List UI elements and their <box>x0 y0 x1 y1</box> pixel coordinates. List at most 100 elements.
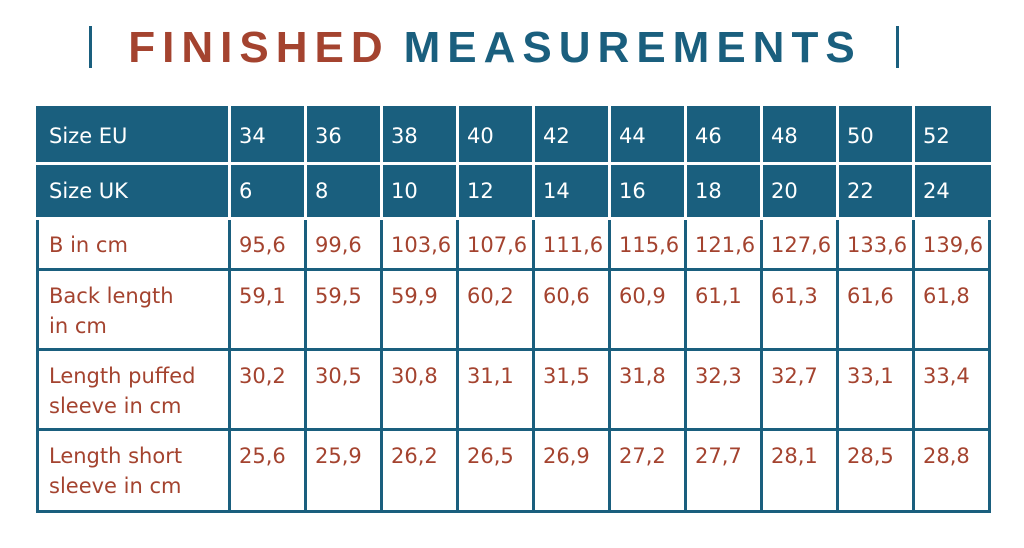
cell: 26,5 <box>456 428 535 513</box>
cell: 59,9 <box>380 268 459 351</box>
cell-text: 121,6 <box>695 233 756 257</box>
title-part: FINISHED <box>128 23 390 72</box>
cell-text: 10 <box>391 179 418 203</box>
cell-text: 28,8 <box>923 444 970 468</box>
cell-text: 18 <box>695 179 722 203</box>
row-label: B in cm <box>36 217 231 271</box>
cell: 34 <box>228 106 307 165</box>
cell: 28,1 <box>760 428 839 513</box>
cell: 60,9 <box>608 268 687 351</box>
cell: 42 <box>532 106 611 165</box>
cell: 18 <box>684 162 763 220</box>
cell: 30,5 <box>304 348 383 431</box>
cell: 38 <box>380 106 459 165</box>
row-label: Size EU <box>36 106 231 165</box>
cell: 25,6 <box>228 428 307 513</box>
cell-text: 32,7 <box>771 364 818 388</box>
cell-text: 12 <box>467 179 494 203</box>
cell: 24 <box>912 162 991 220</box>
cell: 33,4 <box>912 348 991 431</box>
table-row: Size UK 6 8 10 12 14 16 18 20 22 24 <box>36 162 991 220</box>
cell-text: 59,9 <box>391 284 438 308</box>
cell-text: Length short sleeve in cm <box>49 444 183 498</box>
cell-text: 115,6 <box>619 233 680 257</box>
table-row: Size EU 34 36 38 40 42 44 46 48 50 52 <box>36 106 991 165</box>
cell: 12 <box>456 162 535 220</box>
cell-text: 34 <box>239 123 266 148</box>
cell: 133,6 <box>836 217 915 271</box>
cell: 25,9 <box>304 428 383 513</box>
cell-text: 111,6 <box>543 233 604 257</box>
cell-text: 61,3 <box>771 284 818 308</box>
cell: 107,6 <box>456 217 535 271</box>
cell: 48 <box>760 106 839 165</box>
cell: 8 <box>304 162 383 220</box>
cell: 26,9 <box>532 428 611 513</box>
cell-text: 30,8 <box>391 364 438 388</box>
cell-text: 28,5 <box>847 444 894 468</box>
cell-text: 27,7 <box>695 444 742 468</box>
cell: 36 <box>304 106 383 165</box>
row-label: Size UK <box>36 162 231 220</box>
cell: 30,8 <box>380 348 459 431</box>
cell: 31,5 <box>532 348 611 431</box>
cell: 28,5 <box>836 428 915 513</box>
cell: 95,6 <box>228 217 307 271</box>
cell: 16 <box>608 162 687 220</box>
cell-text: 36 <box>315 123 342 148</box>
cell-text: 95,6 <box>239 233 286 257</box>
cell-text: 133,6 <box>847 233 908 257</box>
table-row: Back length in cm 59,1 59,5 59,9 60,2 60,6 60,… <box>36 268 991 351</box>
cell: 31,8 <box>608 348 687 431</box>
cell: 103,6 <box>380 217 459 271</box>
cell: 30,2 <box>228 348 307 431</box>
cell-text: B in cm <box>49 233 128 257</box>
cell-text: 61,8 <box>923 284 970 308</box>
cell: 60,6 <box>532 268 611 351</box>
cell-text: 61,1 <box>695 284 742 308</box>
measurement-table: Size EU 34 36 38 40 42 44 46 48 50 52 Size UK 6 8 10 12… <box>36 106 991 513</box>
cell-text: 28,1 <box>771 444 818 468</box>
cell-text: 33,1 <box>847 364 894 388</box>
cell-text: 52 <box>923 123 950 148</box>
cell-text: 42 <box>543 123 570 148</box>
cell-text: 31,5 <box>543 364 590 388</box>
cell-text: 46 <box>695 123 722 148</box>
cell-text: Size EU <box>49 123 128 148</box>
cell-text: 59,1 <box>239 284 286 308</box>
cell-text: 107,6 <box>467 233 528 257</box>
row-label: Length puffed sleeve in cm <box>36 348 231 431</box>
cell: 14 <box>532 162 611 220</box>
cell-text: 103,6 <box>391 233 452 257</box>
cell: 31,1 <box>456 348 535 431</box>
cell-text: 31,8 <box>619 364 666 388</box>
cell-text: 20 <box>771 179 798 203</box>
cell: 32,7 <box>760 348 839 431</box>
cell-text: Size UK <box>49 179 128 203</box>
cell-text: 30,5 <box>315 364 362 388</box>
cell-text: 25,6 <box>239 444 286 468</box>
cell-text: 38 <box>391 123 418 148</box>
cell-text: 44 <box>619 123 646 148</box>
cell: 27,7 <box>684 428 763 513</box>
cell-text: 26,2 <box>391 444 438 468</box>
cell: 61,1 <box>684 268 763 351</box>
cell-text: 59,5 <box>315 284 362 308</box>
cell-text: 14 <box>543 179 570 203</box>
cell-text: 6 <box>239 179 253 203</box>
cell-text: Back length in cm <box>49 284 174 338</box>
cell: 61,3 <box>760 268 839 351</box>
cell-text: 33,4 <box>923 364 970 388</box>
row-label: Length short sleeve in cm <box>36 428 231 513</box>
table-row: Length puffed sleeve in cm 30,2 30,5 30,8 31… <box>36 348 991 431</box>
cell-text: 60,6 <box>543 284 590 308</box>
cell-text: 30,2 <box>239 364 286 388</box>
cell: 26,2 <box>380 428 459 513</box>
cell-text: 61,6 <box>847 284 894 308</box>
cell-text: 50 <box>847 123 874 148</box>
cell-text: 26,5 <box>467 444 514 468</box>
table-row: B in cm 95,6 99,6 103,6 107,6 111,6 115,6 121,6… <box>36 217 991 271</box>
cell-text: 24 <box>923 179 950 203</box>
cell: 99,6 <box>304 217 383 271</box>
